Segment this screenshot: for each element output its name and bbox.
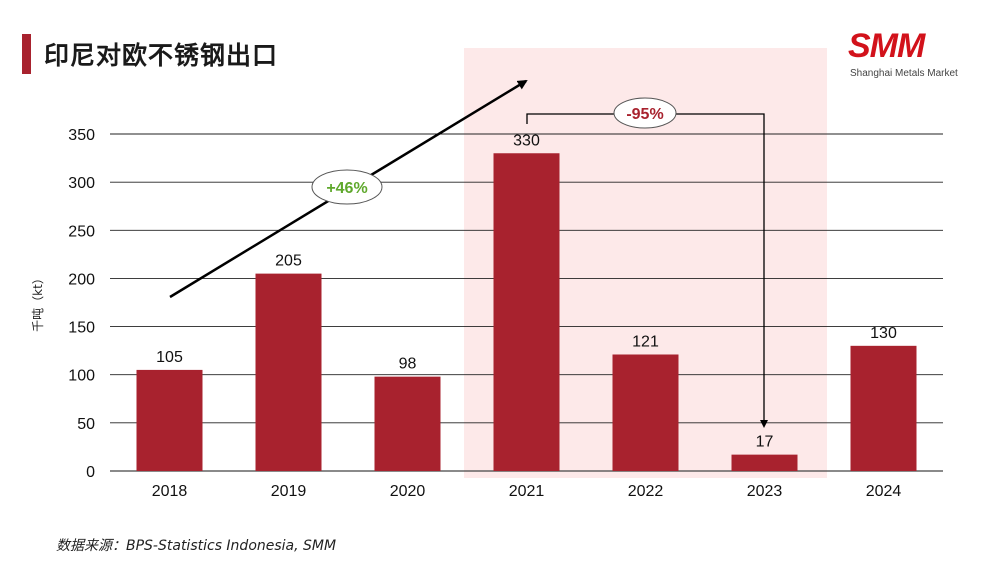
growth-bubble: [311, 169, 383, 205]
data-label-2023: 17: [756, 434, 774, 451]
bar-2020: [374, 376, 441, 471]
x-tick-label-2021: 2021: [509, 483, 545, 500]
data-label-2019: 205: [275, 253, 302, 270]
y-tick-label: 150: [68, 320, 95, 337]
decline-annotation: -95%: [526, 97, 768, 428]
decline-bubble: [613, 97, 677, 129]
data-label-2018: 105: [156, 349, 183, 366]
bar-2018: [136, 369, 203, 471]
data-label-2021: 330: [513, 132, 540, 149]
logo-subtitle: Shanghai Metals Market: [850, 68, 958, 79]
source-note: 数据来源：BPS-Statistics Indonesia, SMM: [56, 538, 337, 554]
y-tick-label: 250: [68, 223, 95, 240]
bar-2021: [493, 153, 560, 471]
smm-logo: SMM Shanghai Metals Market: [848, 28, 960, 84]
data-label-2020: 98: [399, 356, 417, 373]
x-tick-label-2022: 2022: [628, 483, 664, 500]
x-tick-label-2024: 2024: [866, 483, 902, 500]
growth-label: +46%: [326, 180, 367, 197]
decline-label: -95%: [626, 106, 663, 123]
growth-annotation: +46%: [169, 79, 528, 299]
x-tick-label-2020: 2020: [390, 483, 426, 500]
title-accent-bar: [22, 34, 31, 74]
logo-mark: SMM: [848, 27, 925, 65]
y-axis-label: 千吨（kt）: [31, 272, 45, 332]
y-axis-ticks: 0 50 100 150 200 250 300 350: [68, 127, 95, 481]
y-tick-label: 100: [68, 368, 95, 385]
y-tick-label: 350: [68, 127, 95, 144]
x-tick-label-2023: 2023: [747, 483, 783, 500]
chart-title: 印尼对欧不锈钢出口: [44, 41, 279, 70]
y-tick-label: 0: [86, 464, 95, 481]
y-tick-label: 50: [77, 416, 95, 433]
y-tick-label: 200: [68, 271, 95, 288]
y-tick-label: 300: [68, 175, 95, 192]
bar-2019: [255, 273, 322, 471]
bar-2022: [612, 354, 679, 471]
data-label-2022: 121: [632, 333, 659, 350]
bars: [136, 153, 917, 471]
data-labels: 105 205 98 330 121 17 130: [156, 132, 897, 450]
x-tick-label-2019: 2019: [271, 483, 307, 500]
bar-2023: [731, 454, 798, 471]
bar-2024: [850, 345, 917, 471]
data-label-2024: 130: [870, 325, 897, 342]
x-tick-label-2018: 2018: [152, 483, 188, 500]
x-axis-ticks: 2018 2019 2020 2021 2022 2023 2024: [152, 483, 902, 500]
